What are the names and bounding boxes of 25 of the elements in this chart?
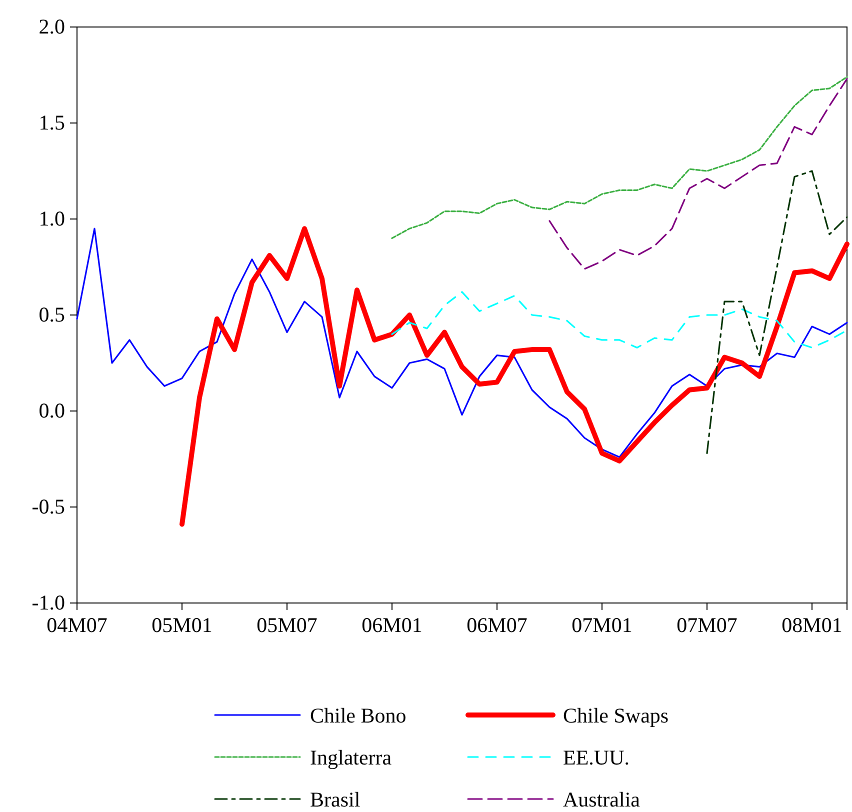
- legend-label: Chile Swaps: [563, 703, 669, 728]
- x-tick-label: 06M07: [466, 612, 528, 637]
- line-series: [548, 78, 848, 270]
- line-series: [706, 170, 848, 454]
- legend-label: Australia: [563, 787, 641, 812]
- x-tick-label: 05M07: [256, 612, 318, 637]
- x-tick-label: 06M01: [362, 612, 422, 637]
- y-tick-label: 0.0: [38, 398, 65, 423]
- y-tick-label: 0.5: [38, 302, 65, 327]
- line-series: [76, 228, 848, 458]
- x-tick-label: 07M01: [572, 612, 632, 637]
- legend-label: Brasil: [310, 787, 360, 812]
- y-tick-label: -1.0: [32, 590, 65, 615]
- y-tick-label: 1.5: [38, 110, 65, 135]
- legend-label: Inglaterra: [310, 745, 392, 770]
- legend-label: EE.UU.: [563, 745, 630, 770]
- y-tick-label: 1.0: [38, 206, 65, 231]
- legend-label: Chile Bono: [310, 703, 406, 728]
- y-tick-label: 2.0: [38, 14, 65, 39]
- x-tick-label: 08M01: [782, 612, 842, 637]
- x-tick-label: 07M07: [676, 612, 738, 637]
- line-series: [391, 76, 848, 239]
- y-tick-label: -0.5: [32, 494, 65, 519]
- x-tick-label: 05M01: [152, 612, 212, 637]
- x-tick-label: 04M07: [46, 612, 108, 637]
